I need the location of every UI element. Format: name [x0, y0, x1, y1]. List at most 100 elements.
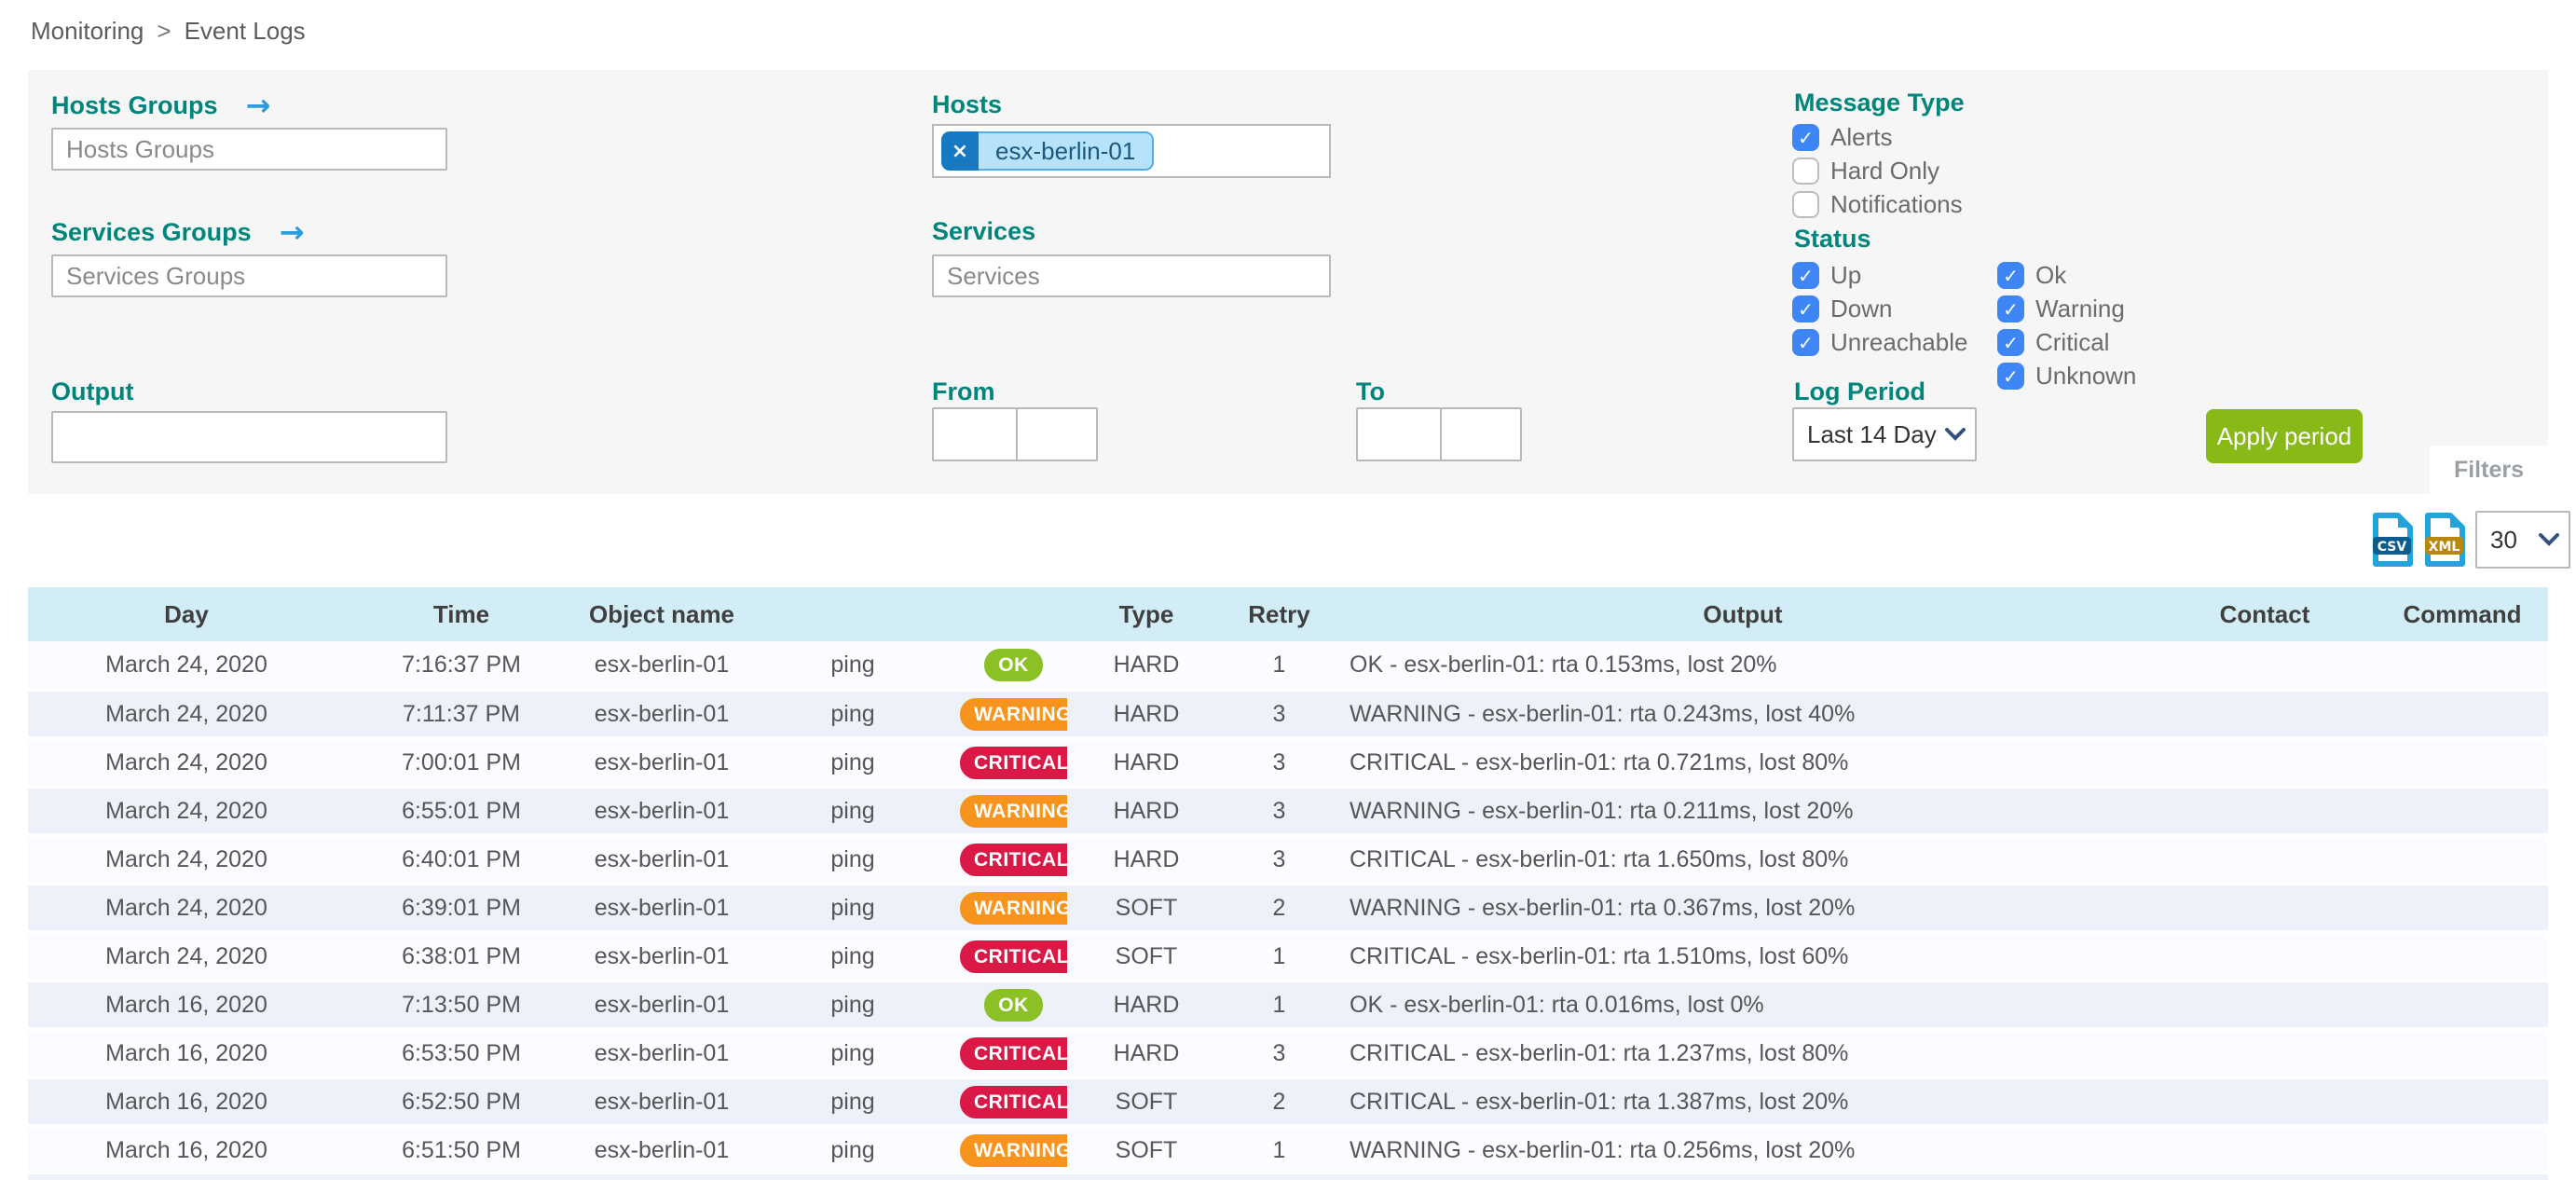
cell-status: CRITICAL: [960, 738, 1067, 789]
cell-service: ping: [746, 981, 960, 1031]
column-header-spacer-3: [746, 587, 960, 641]
filters-tab[interactable]: Filters: [2429, 446, 2548, 494]
checkbox-hard-only[interactable]: Hard Only: [1792, 156, 1963, 186]
chip-remove-icon[interactable]: ×: [941, 131, 979, 171]
cell-contact: [2153, 738, 2377, 789]
export-csv-icon[interactable]: CSV: [2371, 513, 2414, 567]
cell-service: ping: [746, 1077, 960, 1128]
cell-retry: 1: [1226, 641, 1333, 692]
cell-object-name: esx-berlin-01: [578, 738, 746, 789]
checkbox[interactable]: ✓: [1997, 363, 2024, 390]
cell-time: 6:39:01 PM: [345, 884, 578, 934]
cell-retry: 1: [1226, 1126, 1333, 1176]
table-row: March 24, 2020 7:00:01 PM esx-berlin-01 …: [28, 738, 2548, 789]
column-header-type: Type: [1067, 587, 1226, 641]
cell-type: HARD: [1067, 641, 1226, 692]
from-date-input[interactable]: [932, 407, 1018, 461]
checkbox[interactable]: ✓: [1792, 329, 1819, 356]
checkbox-unknown[interactable]: ✓ Unknown: [1997, 361, 2136, 391]
cell-status: WARNING: [960, 1126, 1067, 1176]
from-label: From: [932, 377, 995, 405]
cell-command: [2377, 981, 2548, 1031]
status-badge: OK: [984, 988, 1043, 1022]
status-label: Status: [1794, 225, 1871, 253]
cell-time: 7:00:01 PM: [345, 738, 578, 789]
status-badge: CRITICAL: [960, 940, 1067, 973]
cell-output: WARNING - esx-berlin-01: rta 0.211ms, lo…: [1333, 787, 2153, 837]
checkbox-label: Unknown: [2035, 362, 2137, 390]
cell-service: ping: [746, 738, 960, 789]
cell-retry: 2: [1226, 1077, 1333, 1128]
checkbox-ok[interactable]: ✓ Ok: [1997, 260, 2136, 291]
cell-service: ping: [746, 641, 960, 692]
cell-status: CRITICAL: [960, 932, 1067, 982]
hosts-input[interactable]: × esx-berlin-01: [932, 124, 1331, 178]
services-label: Services: [932, 217, 1036, 245]
cell-service: ping: [746, 884, 960, 934]
breadcrumb-separator: >: [157, 17, 171, 45]
page-size-select[interactable]: 30: [2475, 511, 2570, 569]
cell-status: OK: [960, 641, 1067, 692]
cell-output: WARNING - esx-berlin-01: rta 0.256ms, lo…: [1333, 1126, 2153, 1176]
services-input[interactable]: [932, 254, 1331, 297]
services-groups-arrow-icon[interactable]: →: [279, 214, 305, 250]
cell-contact: [2153, 981, 2377, 1031]
cell-time: 7:13:50 PM: [345, 981, 578, 1031]
hosts-groups-input[interactable]: [51, 128, 447, 171]
checkbox[interactable]: ✓: [1997, 262, 2024, 289]
checkbox-up[interactable]: ✓ Up: [1792, 260, 1967, 291]
from-time-input[interactable]: [1016, 407, 1098, 461]
checkbox-unreachable[interactable]: ✓ Unreachable: [1792, 327, 1967, 358]
checkbox-alerts[interactable]: ✓ Alerts: [1792, 122, 1963, 153]
cell-command: [2377, 787, 2548, 837]
checkbox[interactable]: [1792, 158, 1819, 185]
message-type-label: Message Type: [1794, 89, 1965, 117]
checkbox[interactable]: [1792, 191, 1819, 218]
services-label-row: Services: [932, 217, 1035, 246]
checkbox[interactable]: ✓: [1792, 295, 1819, 322]
checkbox-down[interactable]: ✓ Down: [1792, 294, 1967, 324]
cell-status: CRITICAL: [960, 835, 1067, 885]
cell-type: HARD: [1067, 835, 1226, 885]
cell-output: WARNING - esx-berlin-01: rta 0.367ms, lo…: [1333, 884, 2153, 934]
checkbox-label: Critical: [2035, 328, 2110, 356]
column-header-day: Day: [28, 587, 345, 641]
apply-period-button[interactable]: Apply period: [2206, 409, 2363, 463]
checkbox-label: Notifications: [1830, 190, 1963, 218]
cell-status: WARNING: [960, 787, 1067, 837]
checkbox-notifications[interactable]: Notifications: [1792, 189, 1963, 220]
hosts-label: Hosts: [932, 90, 1003, 118]
cell-service: ping: [746, 1029, 960, 1079]
checkbox[interactable]: ✓: [1792, 124, 1819, 151]
cell-object-name: esx-berlin-01: [578, 981, 746, 1031]
status-label-row: Status: [1794, 225, 1871, 254]
column-header-contact: Contact: [2153, 587, 2377, 641]
checkbox[interactable]: ✓: [1792, 262, 1819, 289]
cell-command: [2377, 738, 2548, 789]
hosts-groups-arrow-icon[interactable]: →: [245, 88, 271, 123]
cell-command: [2377, 1077, 2548, 1128]
table-row: March 24, 2020 7:16:37 PM esx-berlin-01 …: [28, 641, 2548, 692]
cell-day: March 16, 2020: [28, 1029, 345, 1079]
checkbox-critical[interactable]: ✓ Critical: [1997, 327, 2136, 358]
services-groups-input[interactable]: [51, 254, 447, 297]
cell-object-name: esx-berlin-01: [578, 1077, 746, 1128]
export-xml-icon[interactable]: XML: [2423, 513, 2466, 567]
cell-contact: [2153, 787, 2377, 837]
output-input[interactable]: [51, 411, 447, 463]
table-row: March 16, 2020 6:52:50 PM esx-berlin-01 …: [28, 1077, 2548, 1128]
table-row: March 16, 2020 7:13:50 PM esx-berlin-01 …: [28, 981, 2548, 1031]
table-row: March 24, 2020 7:11:37 PM esx-berlin-01 …: [28, 690, 2548, 740]
to-time-input[interactable]: [1440, 407, 1522, 461]
cell-day: March 24, 2020: [28, 641, 345, 692]
log-period-select[interactable]: Last 14 Days: [1792, 407, 1977, 461]
checkbox[interactable]: ✓: [1997, 329, 2024, 356]
cell-time: 7:11:37 PM: [345, 690, 578, 740]
column-header-command: Command: [2377, 587, 2548, 641]
checkbox[interactable]: ✓: [1997, 295, 2024, 322]
checkbox-warning[interactable]: ✓ Warning: [1997, 294, 2136, 324]
to-date-input[interactable]: [1356, 407, 1442, 461]
cell-output: WARNING - esx-berlin-01: rta 0.243ms, lo…: [1333, 690, 2153, 740]
cell-time: 6:55:01 PM: [345, 787, 578, 837]
breadcrumb-monitoring[interactable]: Monitoring: [31, 17, 144, 45]
